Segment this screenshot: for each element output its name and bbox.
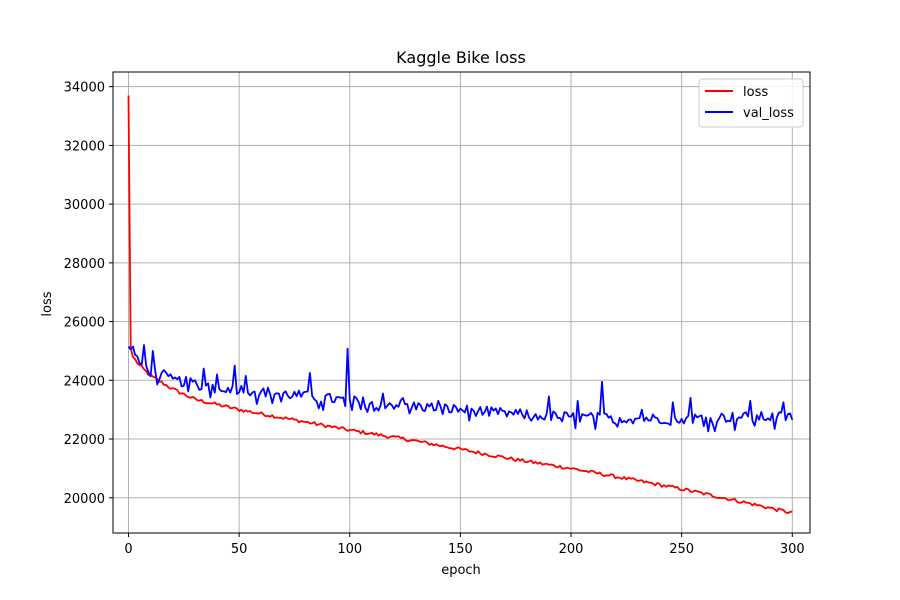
y-axis-label: loss xyxy=(40,291,55,316)
y-tick-label: 24000 xyxy=(64,374,105,389)
legend-label-val-loss: val_loss xyxy=(743,106,794,121)
y-tick-label: 20000 xyxy=(64,492,105,507)
series-line-val-loss xyxy=(127,344,794,433)
y-tick-label: 28000 xyxy=(64,257,105,272)
y-tick-label: 32000 xyxy=(64,139,105,154)
series-line-loss xyxy=(127,95,793,514)
x-tick-label: 50 xyxy=(231,542,248,557)
y-tick-label: 30000 xyxy=(64,198,105,213)
plot-frame xyxy=(112,71,811,534)
chart-title: Kaggle Bike loss xyxy=(396,48,526,67)
legend-label-loss: loss xyxy=(743,85,768,100)
x-tick-label: 0 xyxy=(124,542,132,557)
y-tick-label: 34000 xyxy=(64,81,105,96)
plot-series xyxy=(127,95,794,514)
legend: loss val_loss xyxy=(698,78,804,128)
x-tick-label: 150 xyxy=(448,542,473,557)
x-axis-label: epoch xyxy=(441,563,481,578)
x-tick-label: 250 xyxy=(669,542,694,557)
grid xyxy=(113,72,810,533)
x-tick-label: 200 xyxy=(559,542,584,557)
axis-ticks: 0 50 100 150 200 250 300 20000 22000 24000 26000 28… xyxy=(64,81,805,557)
x-tick-label: 300 xyxy=(780,542,805,557)
y-tick-label: 26000 xyxy=(64,316,105,331)
y-tick-label: 22000 xyxy=(64,433,105,448)
x-tick-label: 100 xyxy=(337,542,362,557)
